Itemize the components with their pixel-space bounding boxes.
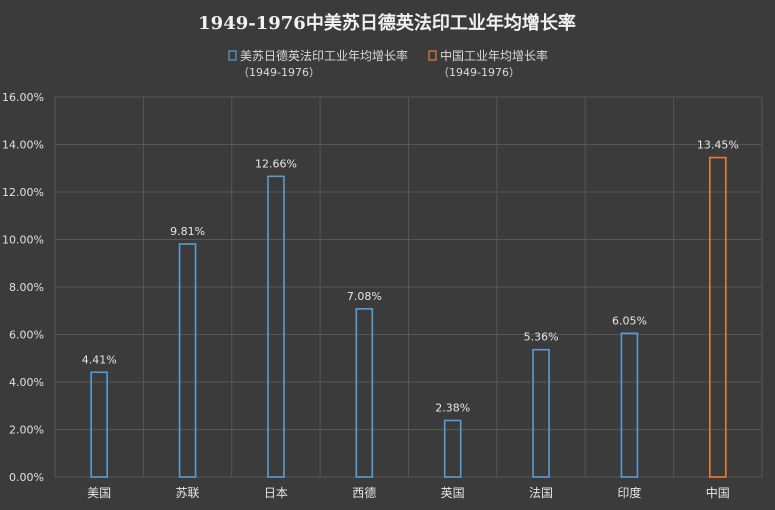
data-label: 13.45%	[697, 139, 739, 152]
y-tick-label: 2.00%	[9, 424, 44, 437]
legend-item-series-2[interactable]: 中国工业年均增长率 （1949-1976）	[428, 48, 548, 79]
bar[interactable]	[709, 156, 727, 478]
data-label: 5.36%	[524, 331, 559, 344]
bar[interactable]	[620, 332, 639, 478]
legend-swatch-series-1	[228, 50, 237, 61]
x-category-label: 中国	[706, 485, 730, 500]
chart-title: 1949-1976中美苏日德英法印工业年均增长率	[198, 12, 576, 34]
x-category-label: 苏联	[176, 486, 200, 500]
legend-item-series-1[interactable]: 美苏日德英法印工业年均增长率 （1949-1976）	[228, 48, 408, 79]
legend: 美苏日德英法印工业年均增长率 （1949-1976） 中国工业年均增长率 （19…	[228, 48, 548, 79]
data-label: 12.66%	[255, 157, 297, 170]
data-label: 4.41%	[82, 353, 117, 366]
bar[interactable]	[178, 243, 197, 478]
bars	[90, 156, 727, 478]
y-tick-label: 0.00%	[9, 471, 44, 484]
legend-label-series-1: 美苏日德英法印工业年均增长率	[240, 48, 408, 63]
bar[interactable]	[443, 419, 462, 478]
y-tick-label: 6.00%	[9, 329, 44, 342]
legend-label-series-2: 中国工业年均增长率	[440, 48, 548, 63]
data-label: 2.38%	[435, 401, 470, 414]
legend-swatch-series-2	[428, 50, 437, 61]
x-axis-categories: 美国 苏联 日本 西德 英国 法国 印度 中国	[87, 485, 730, 500]
bar[interactable]	[267, 175, 285, 478]
y-tick-label: 8.00%	[9, 281, 44, 294]
x-category-label: 印度	[617, 485, 641, 500]
x-category-label: 日本	[264, 486, 288, 500]
x-category-label: 英国	[441, 486, 465, 500]
bar[interactable]	[90, 371, 108, 478]
x-category-label: 美国	[87, 486, 111, 500]
legend-sublabel-series-1: （1949-1976）	[238, 66, 320, 79]
x-category-label: 法国	[529, 486, 553, 500]
data-label: 7.08%	[347, 290, 382, 303]
bar[interactable]	[355, 308, 374, 478]
y-tick-label: 16.00%	[2, 91, 44, 104]
y-tick-label: 10.00%	[2, 234, 44, 247]
bar[interactable]	[532, 348, 550, 478]
y-axis-ticks: 0.00% 2.00% 4.00% 6.00% 8.00% 10.00% 12.00% 14.…	[2, 91, 44, 484]
data-label: 6.05%	[612, 314, 647, 327]
y-tick-label: 14.00%	[2, 139, 44, 152]
gridlines	[54, 96, 763, 478]
y-tick-label: 4.00%	[9, 376, 44, 389]
y-tick-label: 12.00%	[2, 186, 44, 199]
data-label: 9.81%	[170, 225, 205, 238]
legend-sublabel-series-2: （1949-1976）	[438, 66, 520, 79]
x-category-label: 西德	[352, 485, 376, 500]
data-labels: 4.41% 9.81% 12.66% 7.08% 2.38% 5.36% 6.05% 13.4…	[82, 139, 739, 415]
